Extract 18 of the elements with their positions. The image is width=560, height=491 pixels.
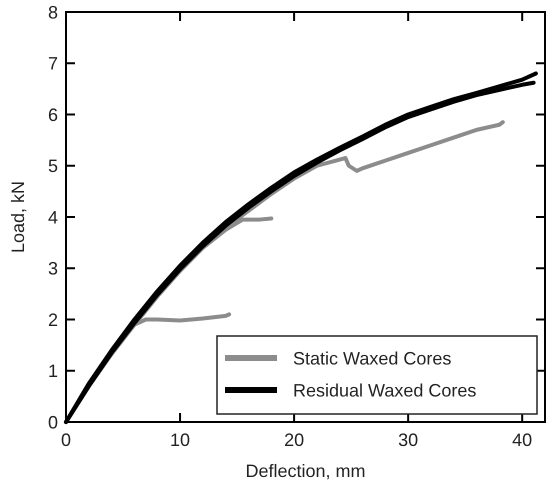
x-axis-title: Deflection, mm <box>245 461 366 481</box>
x-tick-label: 10 <box>170 430 190 450</box>
legend-label: Static Waxed Cores <box>293 348 452 368</box>
x-tick-label: 30 <box>398 430 418 450</box>
legend-label: Residual Waxed Cores <box>293 380 476 400</box>
y-tick-label: 6 <box>48 104 58 125</box>
y-tick-label: 8 <box>48 2 58 22</box>
y-axis-title: Load, kN <box>8 180 28 254</box>
y-tick-label: 2 <box>48 310 58 330</box>
x-tick-label: 40 <box>512 430 532 450</box>
y-tick-label: 4 <box>48 207 58 228</box>
x-tick-label: 20 <box>284 430 304 450</box>
y-tick-label: 0 <box>48 412 58 432</box>
y-tick-label: 3 <box>48 258 58 279</box>
y-tick-label: 5 <box>48 156 58 176</box>
y-tick-label: 1 <box>48 361 58 382</box>
x-tick-label: 0 <box>60 430 72 450</box>
y-tick-label: 7 <box>48 54 58 74</box>
